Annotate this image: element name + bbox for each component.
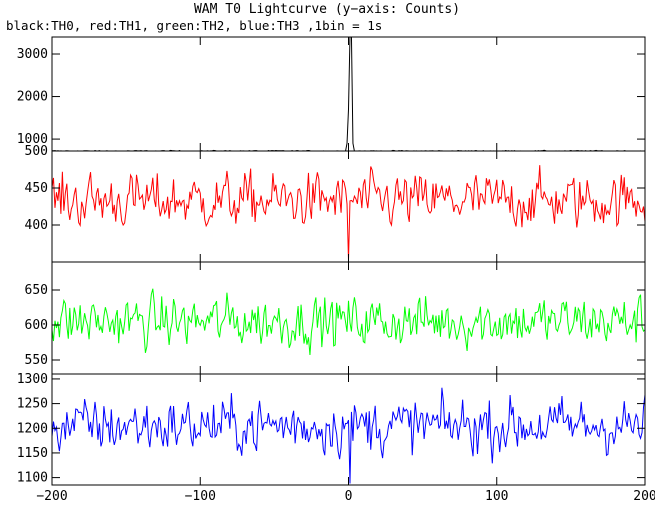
y-tick-label: 1100 [17,471,48,486]
series-line-th2 [52,288,645,356]
x-axis: −200 −100 0 100 200 [36,489,655,504]
series-line-th0 [52,37,645,151]
y-tick-label: 1150 [17,446,48,461]
chart-title: WAM T0 Lightcurve (y−axis: Counts) [194,2,460,17]
y-tick-label: 2000 [17,90,48,105]
y-tick-label: 1000 [17,132,48,147]
panel-th0: 1000 2000 3000 [17,36,646,152]
panel-frame [51,261,646,375]
x-tick-label: 200 [633,489,655,504]
chart-subtitle: black:TH0, red:TH1, green:TH2, blue:TH3 … [6,18,382,33]
y-tick-label: 1250 [17,397,48,412]
panel-th1: 400 450 500 [25,144,646,263]
x-tick-label: −200 [36,489,67,504]
x-tick-label: 0 [345,489,353,504]
panels-group: 1000 2000 3000 400 450 500 550 600 650 1100 1150 12… [17,36,646,486]
y-tick-label: 600 [25,318,48,333]
x-tick-label: 100 [485,489,508,504]
panel-th2: 550 600 650 [25,261,646,375]
y-tick-label: 650 [25,283,48,298]
y-tick-label: 550 [25,353,48,368]
y-tick-label: 450 [25,181,48,196]
y-tick-label: 500 [25,144,48,159]
x-tick-label: −100 [185,489,216,504]
y-tick-label: 1200 [17,421,48,436]
series-line-th1 [52,165,645,261]
y-tick-label: 400 [25,218,48,233]
y-tick-label: 1300 [17,372,48,387]
panel-th3: 1100 1150 1200 1250 1300 [17,372,646,486]
series-line-th3 [52,387,645,484]
y-tick-label: 3000 [17,47,48,62]
